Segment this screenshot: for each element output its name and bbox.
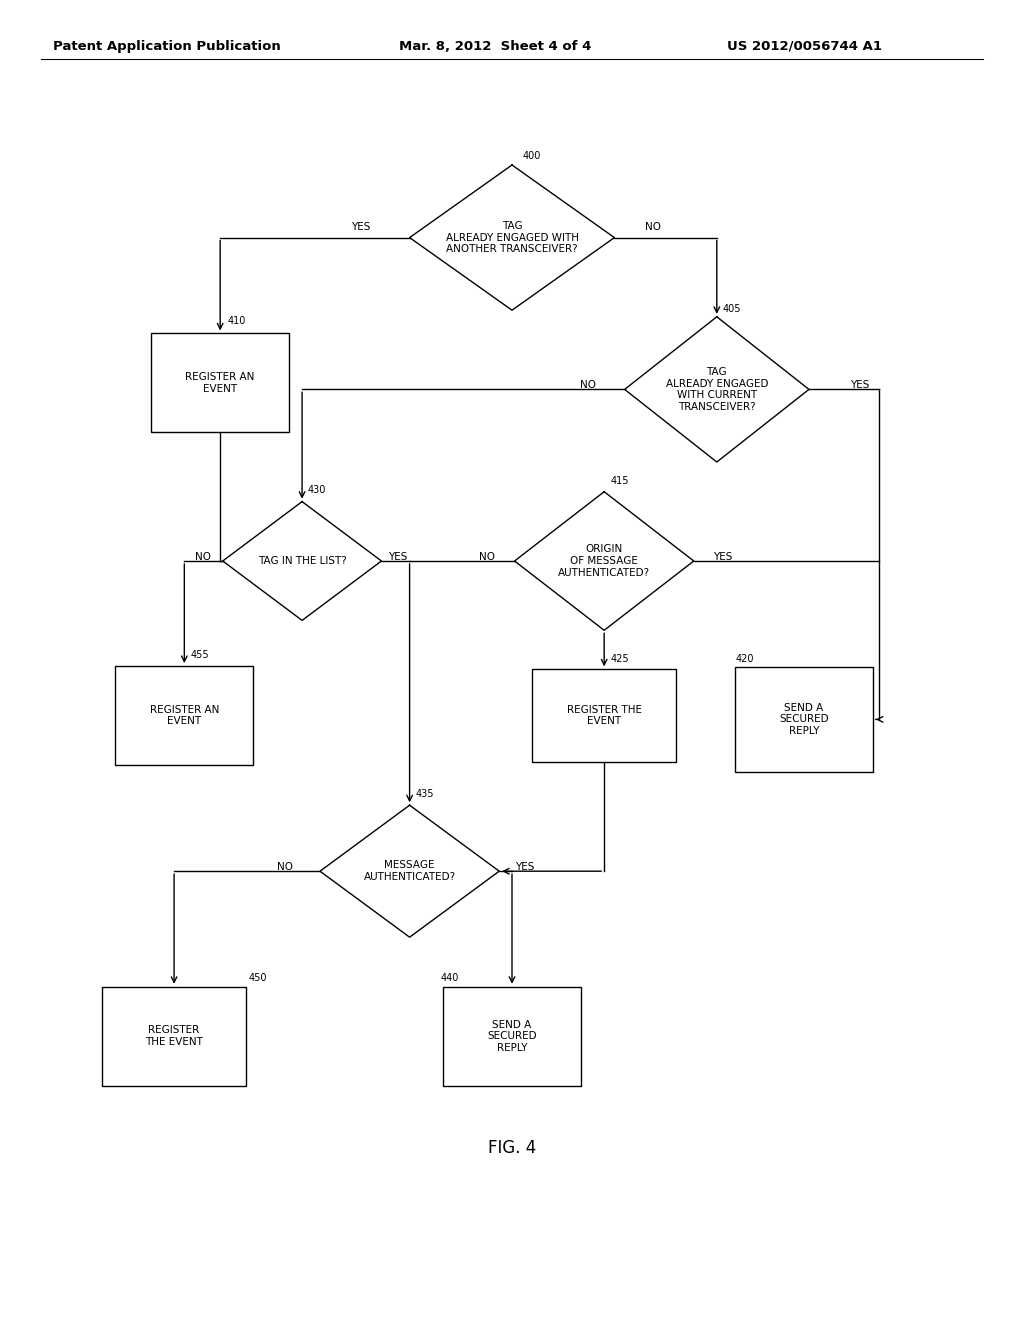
Text: YES: YES bbox=[714, 552, 732, 562]
Text: REGISTER
THE EVENT: REGISTER THE EVENT bbox=[145, 1026, 203, 1047]
Text: YES: YES bbox=[388, 552, 407, 562]
Text: NO: NO bbox=[195, 552, 211, 562]
FancyBboxPatch shape bbox=[442, 987, 582, 1085]
Text: ORIGIN
OF MESSAGE
AUTHENTICATED?: ORIGIN OF MESSAGE AUTHENTICATED? bbox=[558, 544, 650, 578]
Polygon shape bbox=[319, 805, 500, 937]
Text: Mar. 8, 2012  Sheet 4 of 4: Mar. 8, 2012 Sheet 4 of 4 bbox=[399, 40, 592, 53]
Text: 435: 435 bbox=[416, 788, 434, 799]
Text: US 2012/0056744 A1: US 2012/0056744 A1 bbox=[727, 40, 882, 53]
FancyBboxPatch shape bbox=[152, 334, 289, 433]
Text: 420: 420 bbox=[735, 653, 754, 664]
Text: 405: 405 bbox=[723, 304, 741, 314]
Text: TAG
ALREADY ENGAGED WITH
ANOTHER TRANSCEIVER?: TAG ALREADY ENGAGED WITH ANOTHER TRANSCE… bbox=[445, 220, 579, 255]
Text: NO: NO bbox=[645, 222, 662, 232]
Text: MESSAGE
AUTHENTICATED?: MESSAGE AUTHENTICATED? bbox=[364, 861, 456, 882]
Text: NO: NO bbox=[276, 862, 293, 873]
Text: 430: 430 bbox=[307, 484, 326, 495]
Text: TAG IN THE LIST?: TAG IN THE LIST? bbox=[258, 556, 346, 566]
Text: YES: YES bbox=[851, 380, 869, 391]
Text: REGISTER AN
EVENT: REGISTER AN EVENT bbox=[150, 705, 219, 726]
Polygon shape bbox=[222, 502, 381, 620]
FancyBboxPatch shape bbox=[735, 667, 872, 772]
Polygon shape bbox=[410, 165, 614, 310]
Text: SEND A
SECURED
REPLY: SEND A SECURED REPLY bbox=[487, 1019, 537, 1053]
Text: YES: YES bbox=[515, 862, 534, 873]
Text: 440: 440 bbox=[440, 973, 459, 983]
Text: FIG. 4: FIG. 4 bbox=[487, 1139, 537, 1158]
Text: NO: NO bbox=[580, 380, 596, 391]
Text: REGISTER AN
EVENT: REGISTER AN EVENT bbox=[185, 372, 255, 393]
FancyBboxPatch shape bbox=[115, 665, 254, 764]
Text: SEND A
SECURED
REPLY: SEND A SECURED REPLY bbox=[779, 702, 828, 737]
Text: 415: 415 bbox=[610, 475, 629, 486]
Text: 450: 450 bbox=[249, 973, 267, 983]
Text: 400: 400 bbox=[522, 150, 541, 161]
Text: REGISTER THE
EVENT: REGISTER THE EVENT bbox=[566, 705, 642, 726]
Polygon shape bbox=[514, 492, 694, 631]
FancyBboxPatch shape bbox=[532, 669, 676, 762]
Polygon shape bbox=[625, 317, 809, 462]
Text: TAG
ALREADY ENGAGED
WITH CURRENT
TRANSCEIVER?: TAG ALREADY ENGAGED WITH CURRENT TRANSCE… bbox=[666, 367, 768, 412]
Text: YES: YES bbox=[351, 222, 370, 232]
Text: 425: 425 bbox=[610, 653, 629, 664]
Text: NO: NO bbox=[479, 552, 496, 562]
Text: 410: 410 bbox=[227, 315, 246, 326]
Text: Patent Application Publication: Patent Application Publication bbox=[53, 40, 281, 53]
FancyBboxPatch shape bbox=[102, 987, 246, 1085]
Text: 455: 455 bbox=[190, 649, 209, 660]
